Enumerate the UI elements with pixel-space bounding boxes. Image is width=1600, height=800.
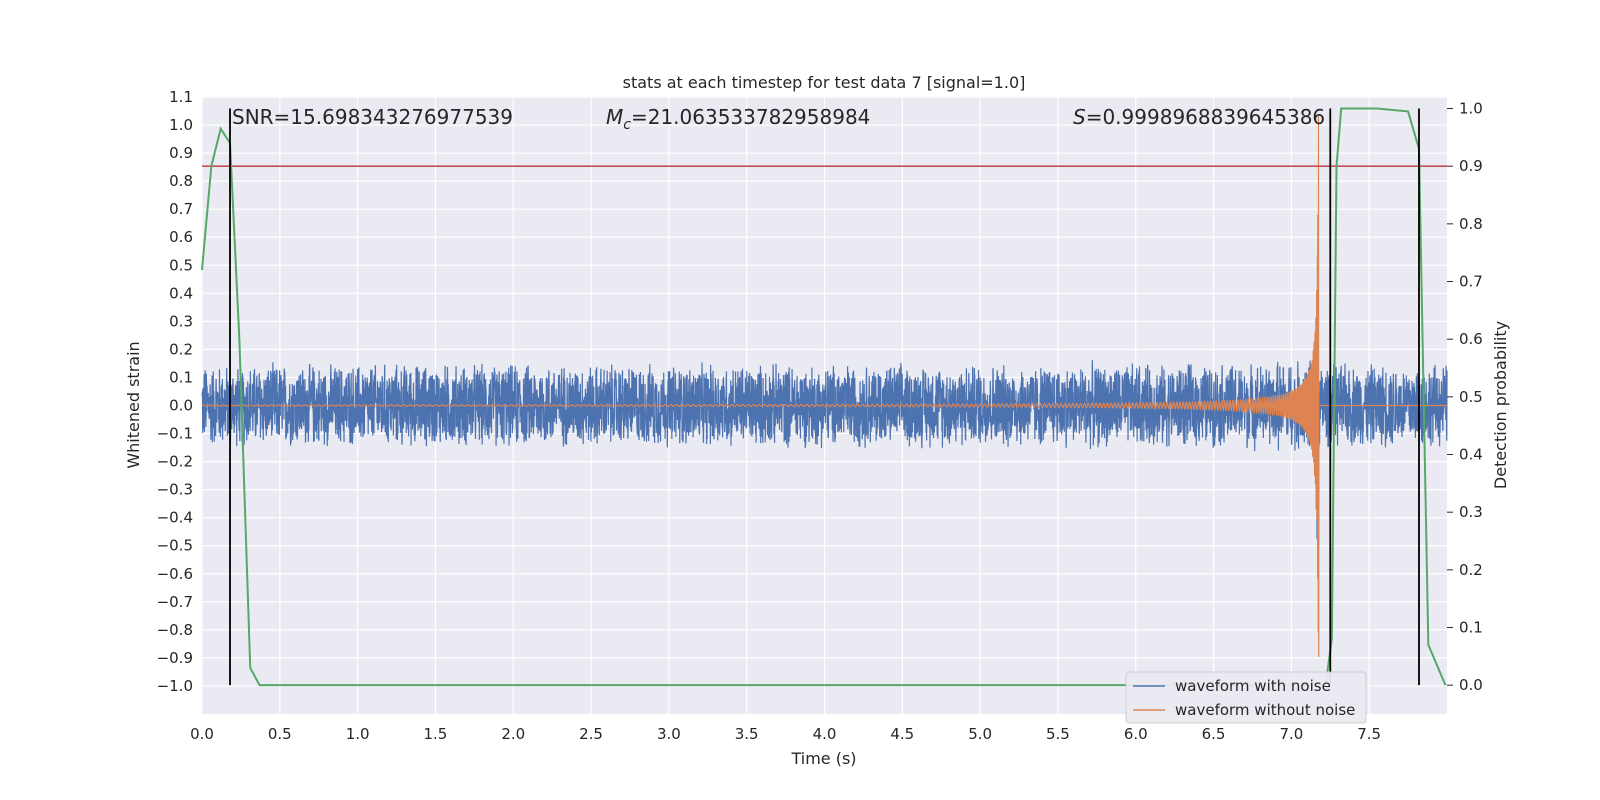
- y-tick-label: 0.3: [169, 312, 193, 330]
- y-tick-label: 0.2: [169, 340, 193, 358]
- chart-title: stats at each timestep for test data 7 […: [623, 73, 1026, 92]
- y-tick-label: 0.1: [169, 368, 193, 386]
- x-tick-label: 1.5: [424, 725, 448, 743]
- x-axis-label: Time (s): [790, 749, 856, 768]
- y-tick-label: 0.8: [169, 172, 193, 190]
- s-annotation: S=0.9998968839645386: [1073, 105, 1325, 129]
- y2-tick-label: 0.8: [1459, 215, 1483, 233]
- x-tick-label: 6.0: [1124, 725, 1148, 743]
- x-tick-label: 1.0: [346, 725, 370, 743]
- s-value: =0.9998968839645386: [1086, 105, 1325, 129]
- x-tick-label: 0.0: [190, 725, 214, 743]
- y-tick-label: 0.9: [169, 144, 193, 162]
- y-tick-label: −0.8: [157, 621, 193, 639]
- y2-tick-label: 0.4: [1459, 446, 1483, 464]
- x-tick-label: 2.5: [579, 725, 603, 743]
- y2-tick-label: 0.6: [1459, 330, 1483, 348]
- x-tick-label: 0.5: [268, 725, 292, 743]
- y-tick-label: 0.5: [169, 256, 193, 274]
- series-waveform-with-noise: [201, 214, 1448, 550]
- y2-tick-label: 0.5: [1459, 388, 1483, 406]
- mc-symbol: M: [606, 105, 623, 129]
- mc-annotation: Mc=21.063533782958984: [606, 105, 870, 133]
- x-tick-label: 3.0: [657, 725, 681, 743]
- x-tick-label: 6.5: [1202, 725, 1226, 743]
- y-tick-label: 0.0: [169, 397, 193, 415]
- x-tick-label: 2.0: [501, 725, 525, 743]
- legend: waveform with noise waveform without noi…: [1125, 671, 1367, 724]
- noise-waveform-line: [201, 214, 1448, 550]
- y-tick-label: −0.9: [157, 649, 193, 667]
- y-tick-label: 0.4: [169, 284, 193, 302]
- y2-tick-label: 0.1: [1459, 619, 1483, 637]
- y-tick-label: −0.6: [157, 565, 193, 583]
- y-tick-label: −0.1: [157, 425, 193, 443]
- legend-box: [1125, 671, 1367, 724]
- legend-label-noise: waveform with noise: [1175, 677, 1331, 695]
- vertical-markers: [229, 108, 1420, 686]
- y2-tick-label: 0.3: [1459, 503, 1483, 521]
- x-tick-label: 5.5: [1046, 725, 1070, 743]
- y2-tick-label: 0.2: [1459, 561, 1483, 579]
- x-tick-label: 4.0: [813, 725, 837, 743]
- y-tick-label: 1.0: [169, 116, 193, 134]
- y2-tick-label: 0.9: [1459, 157, 1483, 175]
- y2-tick-label: 1.0: [1459, 100, 1483, 118]
- legend-label-clean: waveform without noise: [1175, 701, 1355, 719]
- y-tick-label: 0.7: [169, 200, 193, 218]
- x-tick-label: 7.0: [1279, 725, 1303, 743]
- y2-axis-ticks: 1.0 0.9 0.8 0.7 0.6 0.5 0.4 0.3 0.2 0.1 0.0: [1447, 100, 1483, 694]
- x-tick-label: 4.5: [890, 725, 914, 743]
- y-tick-label: 1.1: [169, 88, 193, 106]
- y2-tick-label: 0.0: [1459, 676, 1483, 694]
- mc-subscript: c: [623, 117, 631, 133]
- x-axis-ticks: 0.0 0.5 1.0 1.5 2.0 2.5 3.0 3.5 4.0 4.5 5.0 5.5 6.0 6…: [190, 725, 1381, 743]
- y-axis-ticks: 1.1 1.0 0.9 0.8 0.7 0.6 0.5 0.4 0.3 0.2 0.1 0.0 −0.1…: [157, 88, 193, 695]
- y-axis-label: Whitened strain: [124, 341, 143, 468]
- y-tick-label: 0.6: [169, 228, 193, 246]
- probability-line: [201, 107, 1447, 687]
- y2-tick-label: 0.7: [1459, 273, 1483, 291]
- y-tick-label: −0.5: [157, 537, 193, 555]
- y-tick-label: −0.4: [157, 509, 193, 527]
- x-tick-label: 3.5: [735, 725, 759, 743]
- series-detection-probability: [201, 107, 1447, 687]
- x-tick-label: 5.0: [968, 725, 992, 743]
- clean-waveform-line: [201, 114, 1447, 657]
- y-tick-label: −1.0: [157, 677, 193, 695]
- series-waveform-without-noise: [201, 114, 1447, 657]
- y-tick-label: −0.3: [157, 481, 193, 499]
- mc-value: =21.063533782958984: [631, 105, 870, 129]
- y-tick-label: −0.7: [157, 593, 193, 611]
- snr-annotation: SNR=15.698343276977539: [232, 105, 513, 129]
- y2-axis-label: Detection probability: [1491, 321, 1510, 489]
- s-symbol: S: [1073, 105, 1086, 129]
- x-tick-label: 7.5: [1357, 725, 1381, 743]
- y-tick-label: −0.2: [157, 453, 193, 471]
